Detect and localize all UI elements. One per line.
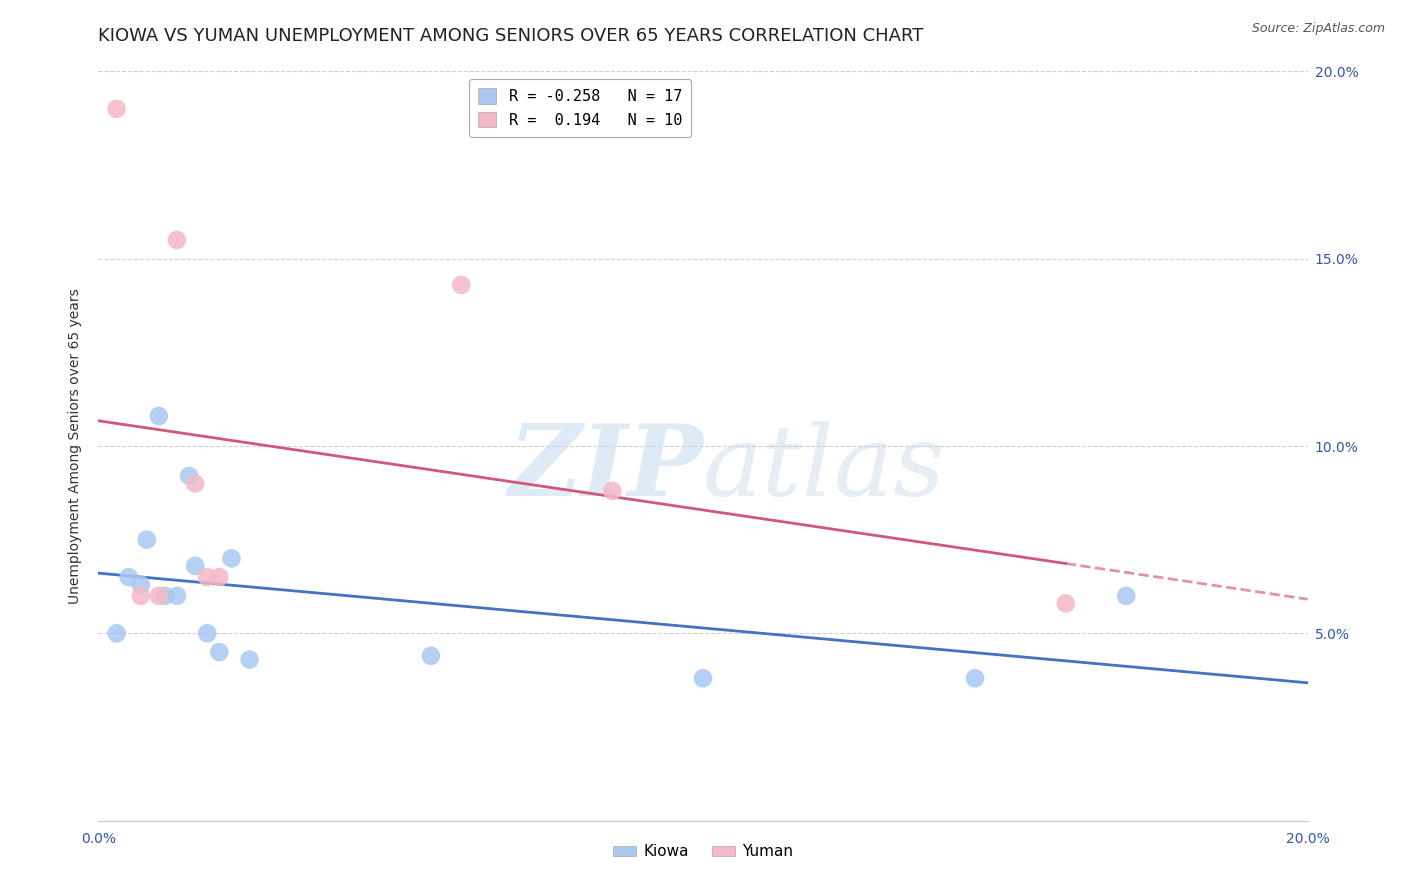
Point	[184, 476, 207, 491]
Point	[129, 577, 152, 591]
Point	[965, 671, 987, 685]
Text: ZIP: ZIP	[508, 420, 703, 516]
Point	[450, 277, 472, 292]
Point	[221, 551, 243, 566]
Point	[166, 233, 188, 247]
Point	[179, 469, 201, 483]
Point	[208, 645, 231, 659]
Point	[420, 648, 443, 663]
Point	[105, 102, 128, 116]
Point	[148, 589, 170, 603]
Point	[1054, 596, 1077, 610]
Point	[148, 409, 170, 423]
Point	[692, 671, 714, 685]
Point	[1115, 589, 1137, 603]
Text: KIOWA VS YUMAN UNEMPLOYMENT AMONG SENIORS OVER 65 YEARS CORRELATION CHART: KIOWA VS YUMAN UNEMPLOYMENT AMONG SENIOR…	[98, 27, 924, 45]
Text: atlas: atlas	[703, 421, 946, 516]
Point	[602, 483, 624, 498]
Point	[239, 652, 262, 666]
Point	[105, 626, 128, 640]
Point	[153, 589, 176, 603]
Point	[208, 570, 231, 584]
Point	[195, 570, 218, 584]
Point	[195, 626, 218, 640]
Point	[118, 570, 141, 584]
Y-axis label: Unemployment Among Seniors over 65 years: Unemployment Among Seniors over 65 years	[69, 288, 83, 604]
Legend: Kiowa, Yuman: Kiowa, Yuman	[606, 838, 800, 865]
Point	[184, 558, 207, 573]
Point	[129, 589, 152, 603]
Text: Source: ZipAtlas.com: Source: ZipAtlas.com	[1251, 22, 1385, 36]
Point	[135, 533, 157, 547]
Point	[166, 589, 188, 603]
